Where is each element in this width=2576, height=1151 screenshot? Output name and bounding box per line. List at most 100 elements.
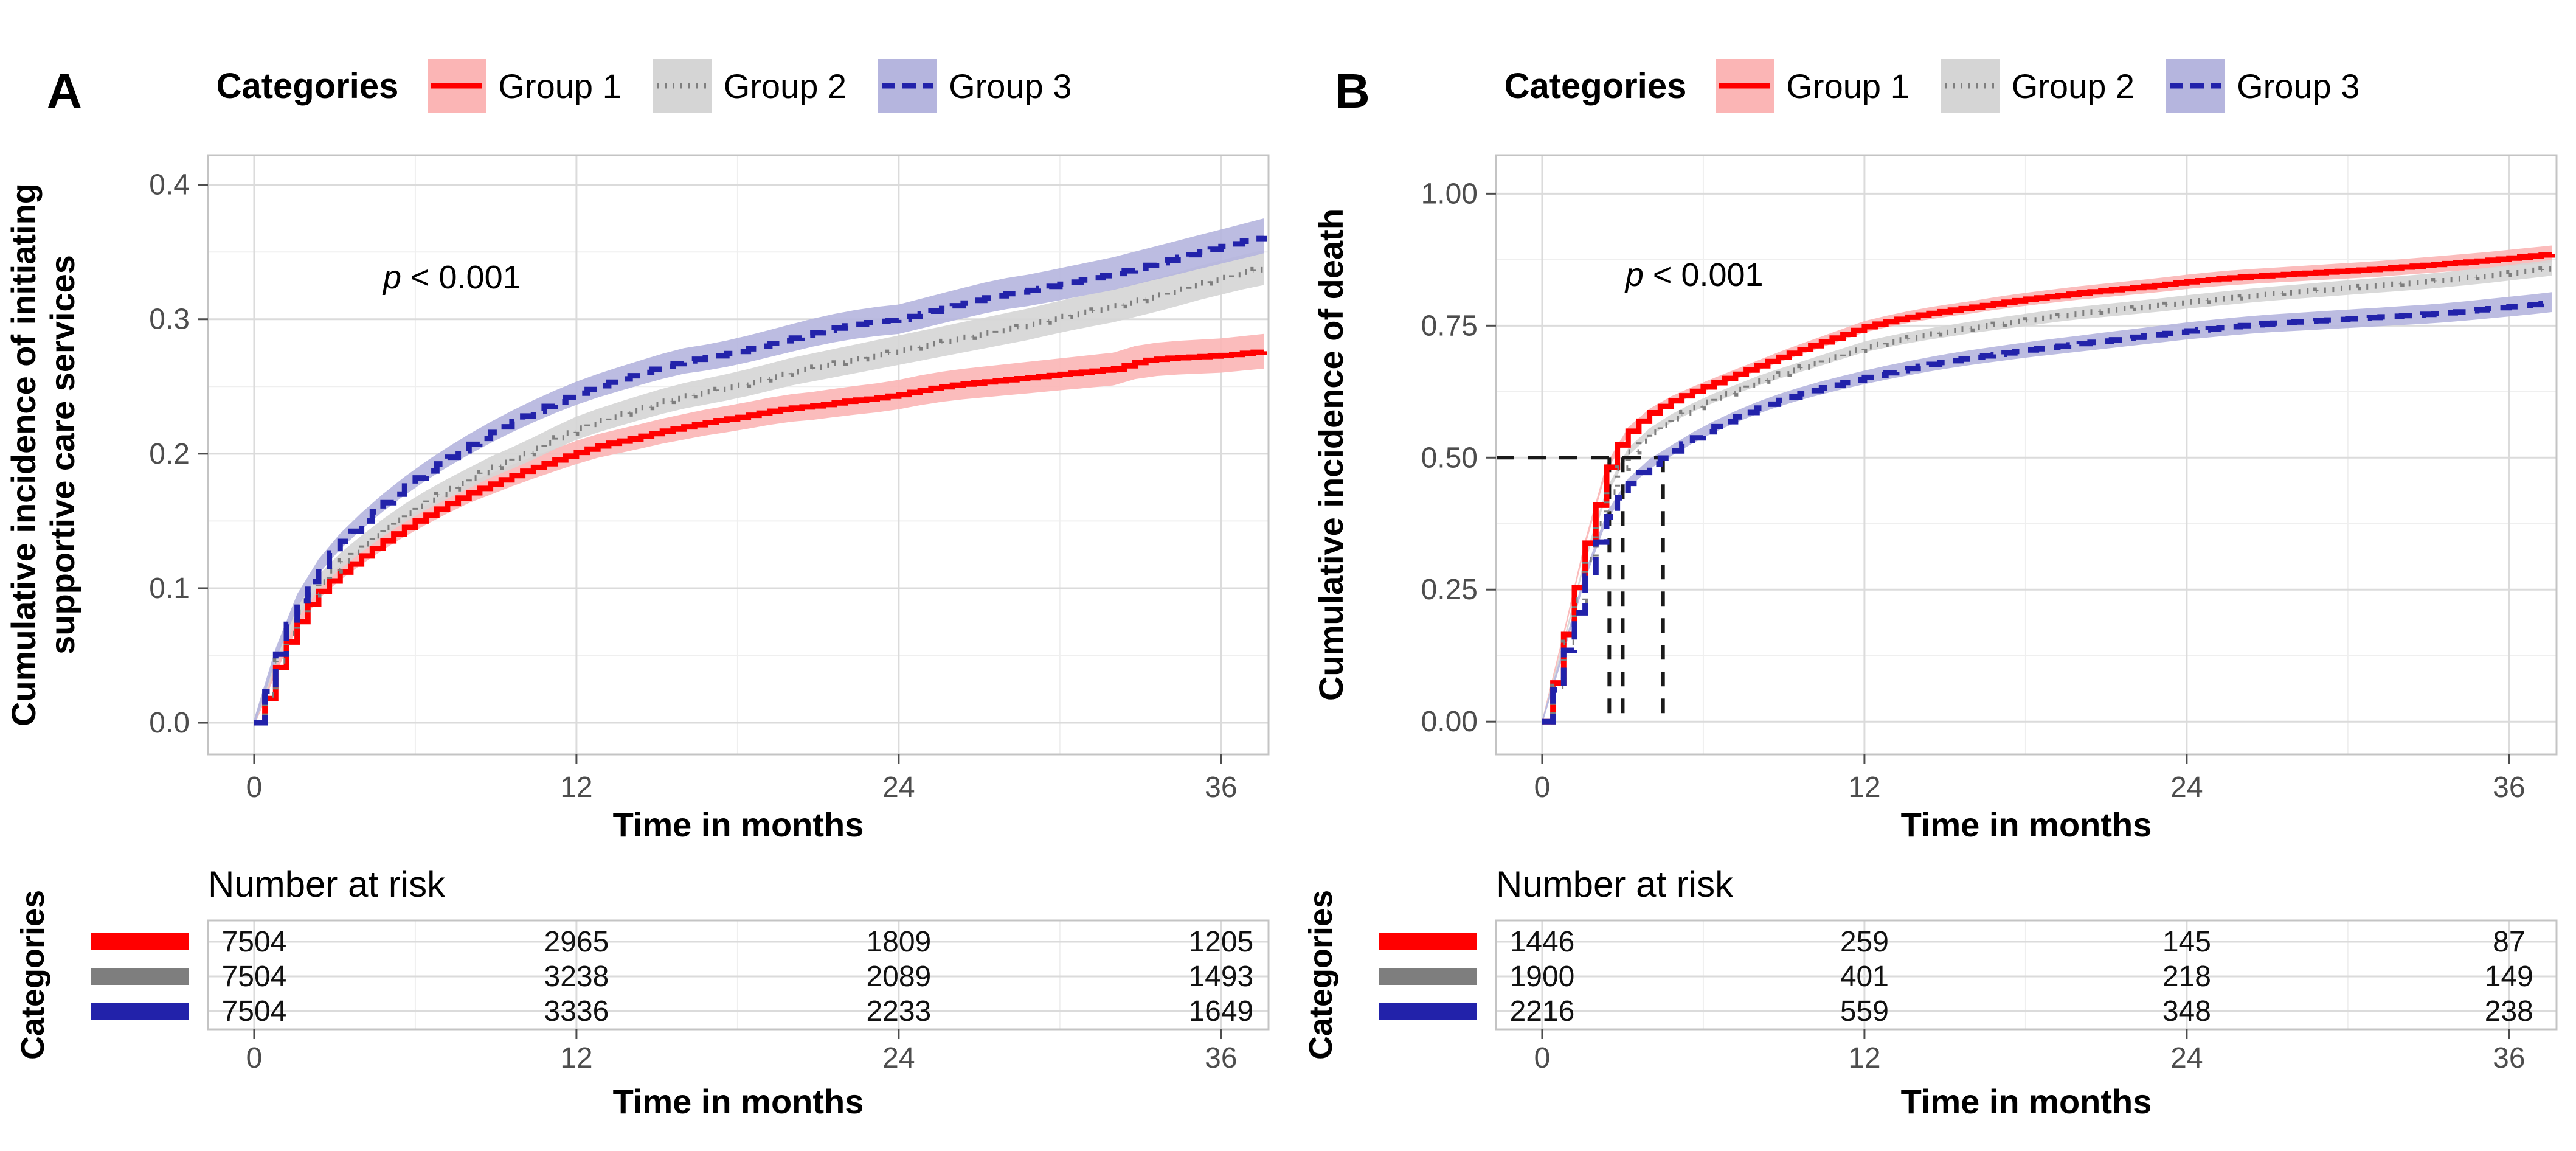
risk-count: 1205 — [1188, 926, 1253, 958]
panel-b: B Categories Group 1 Group 2 Group 3 0.00 0… — [1288, 0, 2576, 1151]
p-value-annotation: p < 0.001 — [1624, 257, 1764, 293]
legend-a: Categories Group 1 Group 2 Group 3 — [0, 40, 1288, 131]
risk-axis-label: Categories — [1303, 890, 1339, 1060]
survival-chart-a: 0.0 0.1 0.2 0.3 0.4 0 12 24 36 Time in months Cumu… — [4, 154, 1270, 844]
risk-count: 348 — [2162, 995, 2211, 1028]
legend-item-group-2: Group 2 — [653, 57, 847, 115]
x-tick-label: 24 — [882, 771, 915, 804]
x-tick-label: 0 — [1534, 771, 1551, 804]
panel-a: A Categories Group 1 Group 2 Group 3 0.0 0.… — [0, 40, 1288, 1121]
panel-border — [207, 154, 1270, 756]
risk-count: 87 — [2493, 926, 2525, 958]
y-axis-title-line: Cumulative incidence of initiating — [4, 183, 43, 726]
risk-tick-label: 24 — [2170, 1042, 2203, 1074]
risk-count: 259 — [1840, 926, 1889, 958]
risk-count: 149 — [2485, 961, 2533, 993]
risk-count: 2216 — [1510, 995, 1575, 1028]
y-tick-label: 0.00 — [1421, 706, 1478, 738]
curve-group-1 — [254, 349, 1267, 726]
panel-border — [1495, 154, 2558, 756]
legend-title: Categories — [216, 66, 399, 106]
risk-count: 2965 — [544, 926, 609, 958]
x-tick-label: 36 — [1205, 771, 1237, 804]
legend-label: Group 1 — [498, 66, 621, 105]
legend-key-icon — [428, 59, 486, 113]
y-tick-label: 0.0 — [149, 707, 190, 739]
legend-items: Group 1 Group 2 Group 3 — [1716, 57, 2360, 115]
risk-count: 1446 — [1510, 926, 1575, 958]
y-axis-title-line: supportive care services — [43, 255, 81, 655]
risk-tick-label: 24 — [882, 1042, 915, 1074]
ci-band-group-2 — [1542, 260, 2552, 724]
x-axis-title: Time in months — [613, 805, 864, 844]
curve-group-2 — [1542, 266, 2555, 725]
legend-key-icon — [653, 59, 712, 113]
risk-swatch-group-3 — [1379, 1003, 1477, 1020]
curve-group-3 — [254, 235, 1267, 726]
risk-swatch-group-1 — [91, 933, 189, 950]
risk-count: 7504 — [222, 961, 287, 993]
risk-table-title: Number at risk — [1496, 864, 1734, 905]
y-tick-label: 0.2 — [149, 438, 190, 470]
legend-item-group-1: Group 1 — [428, 57, 621, 115]
risk-tick-label: 0 — [1534, 1042, 1551, 1074]
risk-count: 3238 — [544, 961, 609, 993]
survival-chart-b: 0.00 0.25 0.50 0.75 1.00 0 12 24 36 Time in month… — [1312, 154, 2558, 844]
panel-label-a: A — [47, 64, 82, 118]
x-tick-label: 0 — [246, 771, 263, 804]
risk-tick-label: 36 — [2493, 1042, 2525, 1074]
risk-count: 2089 — [866, 961, 931, 993]
x-tick-label: 24 — [2170, 771, 2203, 804]
x-tick-label: 12 — [560, 771, 592, 804]
risk-count: 7504 — [222, 926, 287, 958]
y-tick-label: 0.4 — [149, 169, 190, 201]
risk-count: 218 — [2162, 961, 2211, 993]
legend-label: Group 2 — [2011, 66, 2135, 105]
y-tick-label: 1.00 — [1421, 178, 1478, 210]
curve-group-1 — [1542, 252, 2555, 725]
risk-count: 1809 — [866, 926, 931, 958]
curve-group-3 — [1542, 301, 2555, 725]
legend-label: Group 2 — [723, 66, 847, 105]
legend-item-group-3: Group 3 — [2166, 57, 2360, 115]
risk-count: 3336 — [544, 995, 609, 1028]
y-tick-label: 0.25 — [1421, 574, 1478, 606]
risk-table-border — [1495, 919, 2558, 1031]
risk-table-a: Number at risk Categories 7504 2965 1809 1205… — [15, 864, 1270, 1121]
legend-item-group-2: Group 2 — [1941, 57, 2135, 115]
legend-label: Group 3 — [949, 66, 1072, 105]
risk-count: 238 — [2485, 995, 2533, 1028]
risk-swatch-group-3 — [91, 1003, 189, 1020]
p-value-annotation: p < 0.001 — [382, 259, 521, 296]
risk-count: 7504 — [222, 995, 287, 1028]
risk-count: 559 — [1840, 995, 1889, 1028]
risk-count: 1900 — [1510, 961, 1575, 993]
ci-band-group-3 — [254, 218, 1264, 727]
legend-label: Group 3 — [2237, 66, 2360, 105]
risk-tick-label: 12 — [1848, 1042, 1880, 1074]
legend-key-icon — [1941, 59, 2000, 113]
risk-axis-label: Categories — [15, 890, 51, 1060]
legend-items: Group 1 Group 2 Group 3 — [428, 57, 1072, 115]
ci-band-group-3 — [1542, 292, 2552, 725]
risk-count: 1493 — [1188, 961, 1253, 993]
risk-table-border — [207, 919, 1270, 1031]
risk-count: 1649 — [1188, 995, 1253, 1028]
x-axis-title: Time in months — [1901, 805, 2152, 844]
risk-x-axis-title: Time in months — [1901, 1082, 2152, 1121]
x-tick-label: 36 — [2493, 771, 2525, 804]
panel-label-b: B — [1335, 64, 1370, 118]
risk-table-b: Number at risk Categories 1446 259 145 87 1900… — [1303, 864, 2558, 1121]
risk-count: 2233 — [866, 995, 931, 1028]
legend-key-icon — [2166, 59, 2225, 113]
legend-key-icon — [878, 59, 937, 113]
legend-title: Categories — [1504, 66, 1687, 106]
risk-swatch-group-1 — [1379, 933, 1477, 950]
risk-count: 145 — [2162, 926, 2211, 958]
legend-item-group-1: Group 1 — [1716, 57, 1909, 115]
risk-swatch-group-2 — [91, 968, 189, 985]
legend-key-icon — [1716, 59, 1774, 113]
risk-tick-label: 0 — [246, 1042, 263, 1074]
risk-table-title: Number at risk — [208, 864, 446, 905]
